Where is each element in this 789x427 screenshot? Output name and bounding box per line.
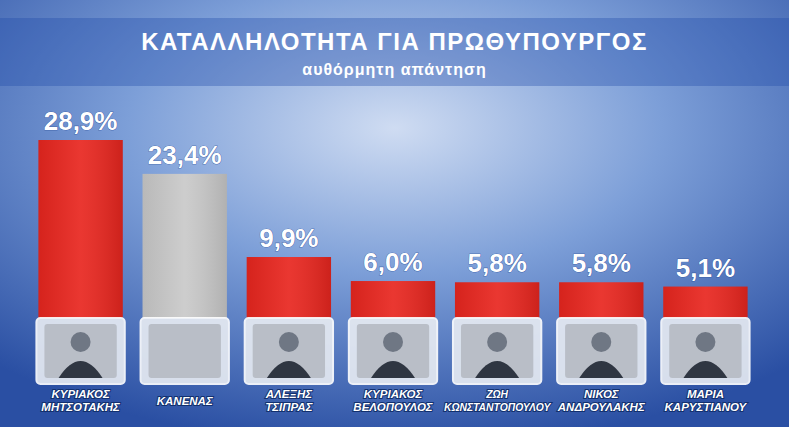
photo [453, 318, 541, 384]
photo-area [253, 324, 325, 378]
bar-shading [351, 281, 435, 318]
photo-frame [349, 318, 437, 384]
category-label: ΖΩΗΚΩΝΣΤΑΝΤΟΠΟΥΛΟΥ [444, 389, 551, 413]
photos [36, 318, 749, 384]
bar [663, 287, 747, 318]
photo-frame [661, 318, 749, 384]
chart: ΚΑΤΑΛΛΗΛΟΤΗΤΑ ΓΙΑ ΠΡΩΘΥΠΟΥΡΓΟΣ αυθόρμητη … [0, 0, 789, 427]
title-band [0, 18, 789, 86]
data-label: 5,8% [468, 248, 527, 278]
bar-shading [143, 174, 227, 318]
data-label: 5,8% [572, 248, 631, 278]
photo-area [461, 324, 533, 378]
photo-frame [36, 318, 124, 384]
photo [245, 318, 333, 384]
bar [247, 257, 331, 318]
category-label: ΜΑΡΙΑΚΑΡΥΣΤΙΑΝΟΥ [665, 388, 748, 413]
photo-body [59, 361, 103, 378]
data-label: 6,0% [363, 247, 422, 277]
background [0, 0, 789, 427]
photo-frame [453, 318, 541, 384]
photo-area [149, 324, 221, 378]
photo [36, 318, 124, 384]
photo-area [565, 324, 637, 378]
data-labels: 28,9% 23,4% 9,9% 6,0% 5,8% 5,8% 5,1% [44, 106, 735, 283]
bar [559, 282, 643, 318]
photo [141, 318, 229, 384]
category-label: ΑΛΕΞΗΣΤΣΙΠΡΑΣ [265, 388, 313, 413]
photo-head [695, 332, 715, 352]
bar [351, 281, 435, 318]
photo-frame [557, 318, 645, 384]
bar-shading [455, 282, 539, 318]
bar [455, 282, 539, 318]
bar [38, 140, 122, 318]
title: ΚΑΤΑΛΛΗΛΟΤΗΤΑ ΓΙΑ ΠΡΩΘΥΠΟΥΡΓΟΣ [141, 28, 648, 55]
bars [38, 140, 747, 318]
bar-shading [559, 282, 643, 318]
photo-body [267, 361, 311, 378]
data-label: 23,4% [148, 140, 222, 170]
photo-area [669, 324, 741, 378]
photo-area [44, 324, 116, 378]
photo-body [579, 361, 623, 378]
category-label: ΝΙΚΟΣΑΝΔΡΟΥΛΑΚΗΣ [557, 388, 645, 413]
photo [349, 318, 437, 384]
data-label: 5,1% [676, 253, 735, 283]
photo-body [683, 361, 727, 378]
category-label: ΚΥΡΙΑΚΟΣΒΕΛΟΠΟΥΛΟΣ [353, 388, 432, 413]
category-label: ΚΑΝΕΝΑΣ [157, 395, 213, 407]
bar-shading [38, 140, 122, 318]
photo-frame [245, 318, 333, 384]
subtitle: αυθόρμητη απάντηση [302, 61, 486, 78]
bar [143, 174, 227, 318]
category-label: ΚΥΡΙΑΚΟΣΜΗΤΣΟΤΑΚΗΣ [41, 388, 120, 413]
bar-shading [247, 257, 331, 318]
photo-body [475, 361, 519, 378]
photo-head [591, 332, 611, 352]
photo [661, 318, 749, 384]
photo-head [71, 332, 91, 352]
photo-frame [141, 318, 229, 384]
photo-body [371, 361, 415, 378]
bar-shading [663, 287, 747, 318]
photo-head [487, 332, 507, 352]
photo-head [279, 332, 299, 352]
photo-area [357, 324, 429, 378]
data-label: 9,9% [259, 223, 318, 253]
category-labels: ΚΥΡΙΑΚΟΣΜΗΤΣΟΤΑΚΗΣ ΚΑΝΕΝΑΣ ΑΛΕΞΗΣΤΣΙΠΡΑΣ ΚΥ… [41, 388, 747, 413]
photo [557, 318, 645, 384]
photo-head [383, 332, 403, 352]
data-label: 28,9% [44, 106, 118, 136]
